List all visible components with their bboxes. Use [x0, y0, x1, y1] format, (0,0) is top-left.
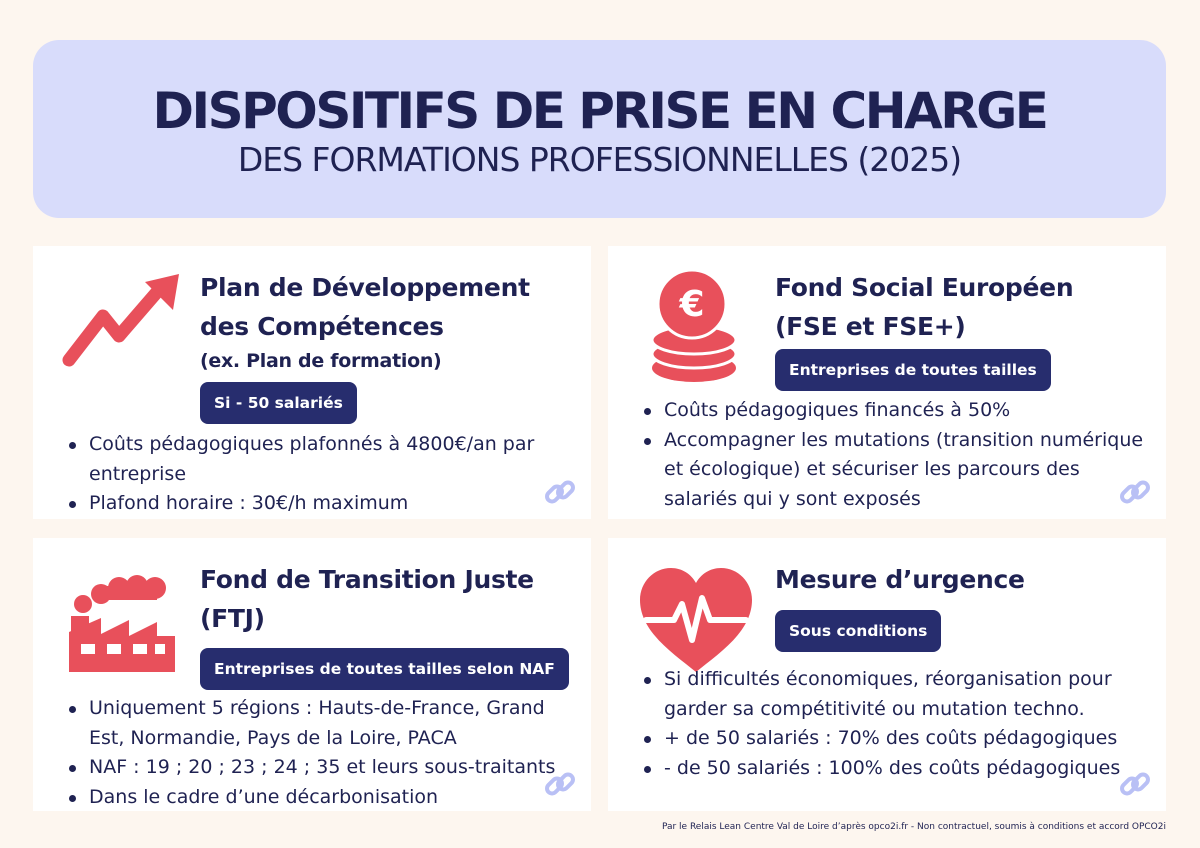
card-title-line-1: Fond Social Européen — [775, 273, 1074, 302]
page-subtitle: DES FORMATIONS PROFESSIONNELLES (2025) — [237, 139, 962, 179]
list-item: NAF : 19 ; 20 ; 23 ; 24 ; 35 et leurs so… — [66, 753, 571, 783]
card-mesure-urgence: Mesure d’urgence Sous conditions Si diff… — [608, 538, 1166, 811]
condition-badge: Entreprises de toutes tailles — [775, 349, 1051, 391]
bullet-list: Uniquement 5 régions : Hauts-de-France, … — [66, 694, 571, 811]
link-icon[interactable] — [1118, 767, 1152, 801]
svg-text:€: € — [678, 284, 704, 325]
list-item: Dans le cadre d’une décarbonisation — [66, 783, 571, 812]
euro-coins-icon: € — [650, 268, 738, 382]
card-title-line-2: (FTJ) — [200, 604, 265, 633]
list-item: Si difficultés économiques, réorganisati… — [641, 665, 1146, 724]
link-icon[interactable] — [543, 767, 577, 801]
card-title-line-1: Mesure d’urgence — [775, 565, 1025, 594]
footer-credit: Par le Relais Lean Centre Val de Loire d… — [661, 822, 1166, 832]
list-item: Coûts pédagogiques plafonnés à 4800€/an … — [66, 430, 571, 489]
link-icon[interactable] — [1118, 475, 1152, 509]
card-title-line-2: des Compétences — [200, 312, 444, 341]
list-item: Coûts pédagogiques financés à 50% — [641, 396, 1146, 426]
card-title: Plan de Développement des Compétences (e… — [200, 268, 580, 376]
list-item: - de 50 salariés : 100% des coûts pédago… — [641, 754, 1146, 784]
card-fond-social-europeen: € Fond Social Européen (FSE et FSE+) Ent… — [608, 246, 1166, 519]
list-item: Accompagner les mutations (transition nu… — [641, 426, 1146, 515]
bullet-list: Coûts pédagogiques financés à 50% Accomp… — [641, 396, 1146, 514]
card-title: Fond de Transition Juste (FTJ) — [200, 560, 580, 638]
card-title-line-1: Fond de Transition Juste — [200, 565, 534, 594]
condition-badge: Si - 50 salariés — [200, 382, 357, 424]
card-subtitle: (ex. Plan de formation) — [200, 350, 442, 372]
list-item: Uniquement 5 régions : Hauts-de-France, … — [66, 694, 571, 753]
header-banner: DISPOSITIFS DE PRISE EN CHARGE DES FORMA… — [33, 40, 1166, 218]
card-title: Mesure d’urgence — [775, 560, 1155, 599]
heartbeat-icon — [640, 568, 752, 672]
bullet-list: Si difficultés économiques, réorganisati… — [641, 665, 1146, 783]
card-plan-developpement: Plan de Développement des Compétences (e… — [33, 246, 591, 519]
bullet-list: Coûts pédagogiques plafonnés à 4800€/an … — [66, 430, 571, 519]
link-icon[interactable] — [543, 475, 577, 509]
page-title: DISPOSITIFS DE PRISE EN CHARGE — [152, 81, 1049, 140]
trend-arrow-icon — [62, 274, 179, 367]
condition-badge: Sous conditions — [775, 610, 942, 652]
list-item: + de 50 salariés : 70% des coûts pédagog… — [641, 724, 1146, 754]
card-title-line-2: (FSE et FSE+) — [775, 312, 966, 341]
condition-badge: Entreprises de toutes tailles selon NAF — [200, 648, 569, 690]
card-title-line-1: Plan de Développement — [200, 273, 530, 302]
list-item: Plafond horaire : 30€/h maximum — [66, 489, 571, 519]
card-title: Fond Social Européen (FSE et FSE+) — [775, 268, 1155, 346]
card-fond-transition-juste: Fond de Transition Juste (FTJ) Entrepris… — [33, 538, 591, 811]
factory-icon — [69, 575, 175, 672]
